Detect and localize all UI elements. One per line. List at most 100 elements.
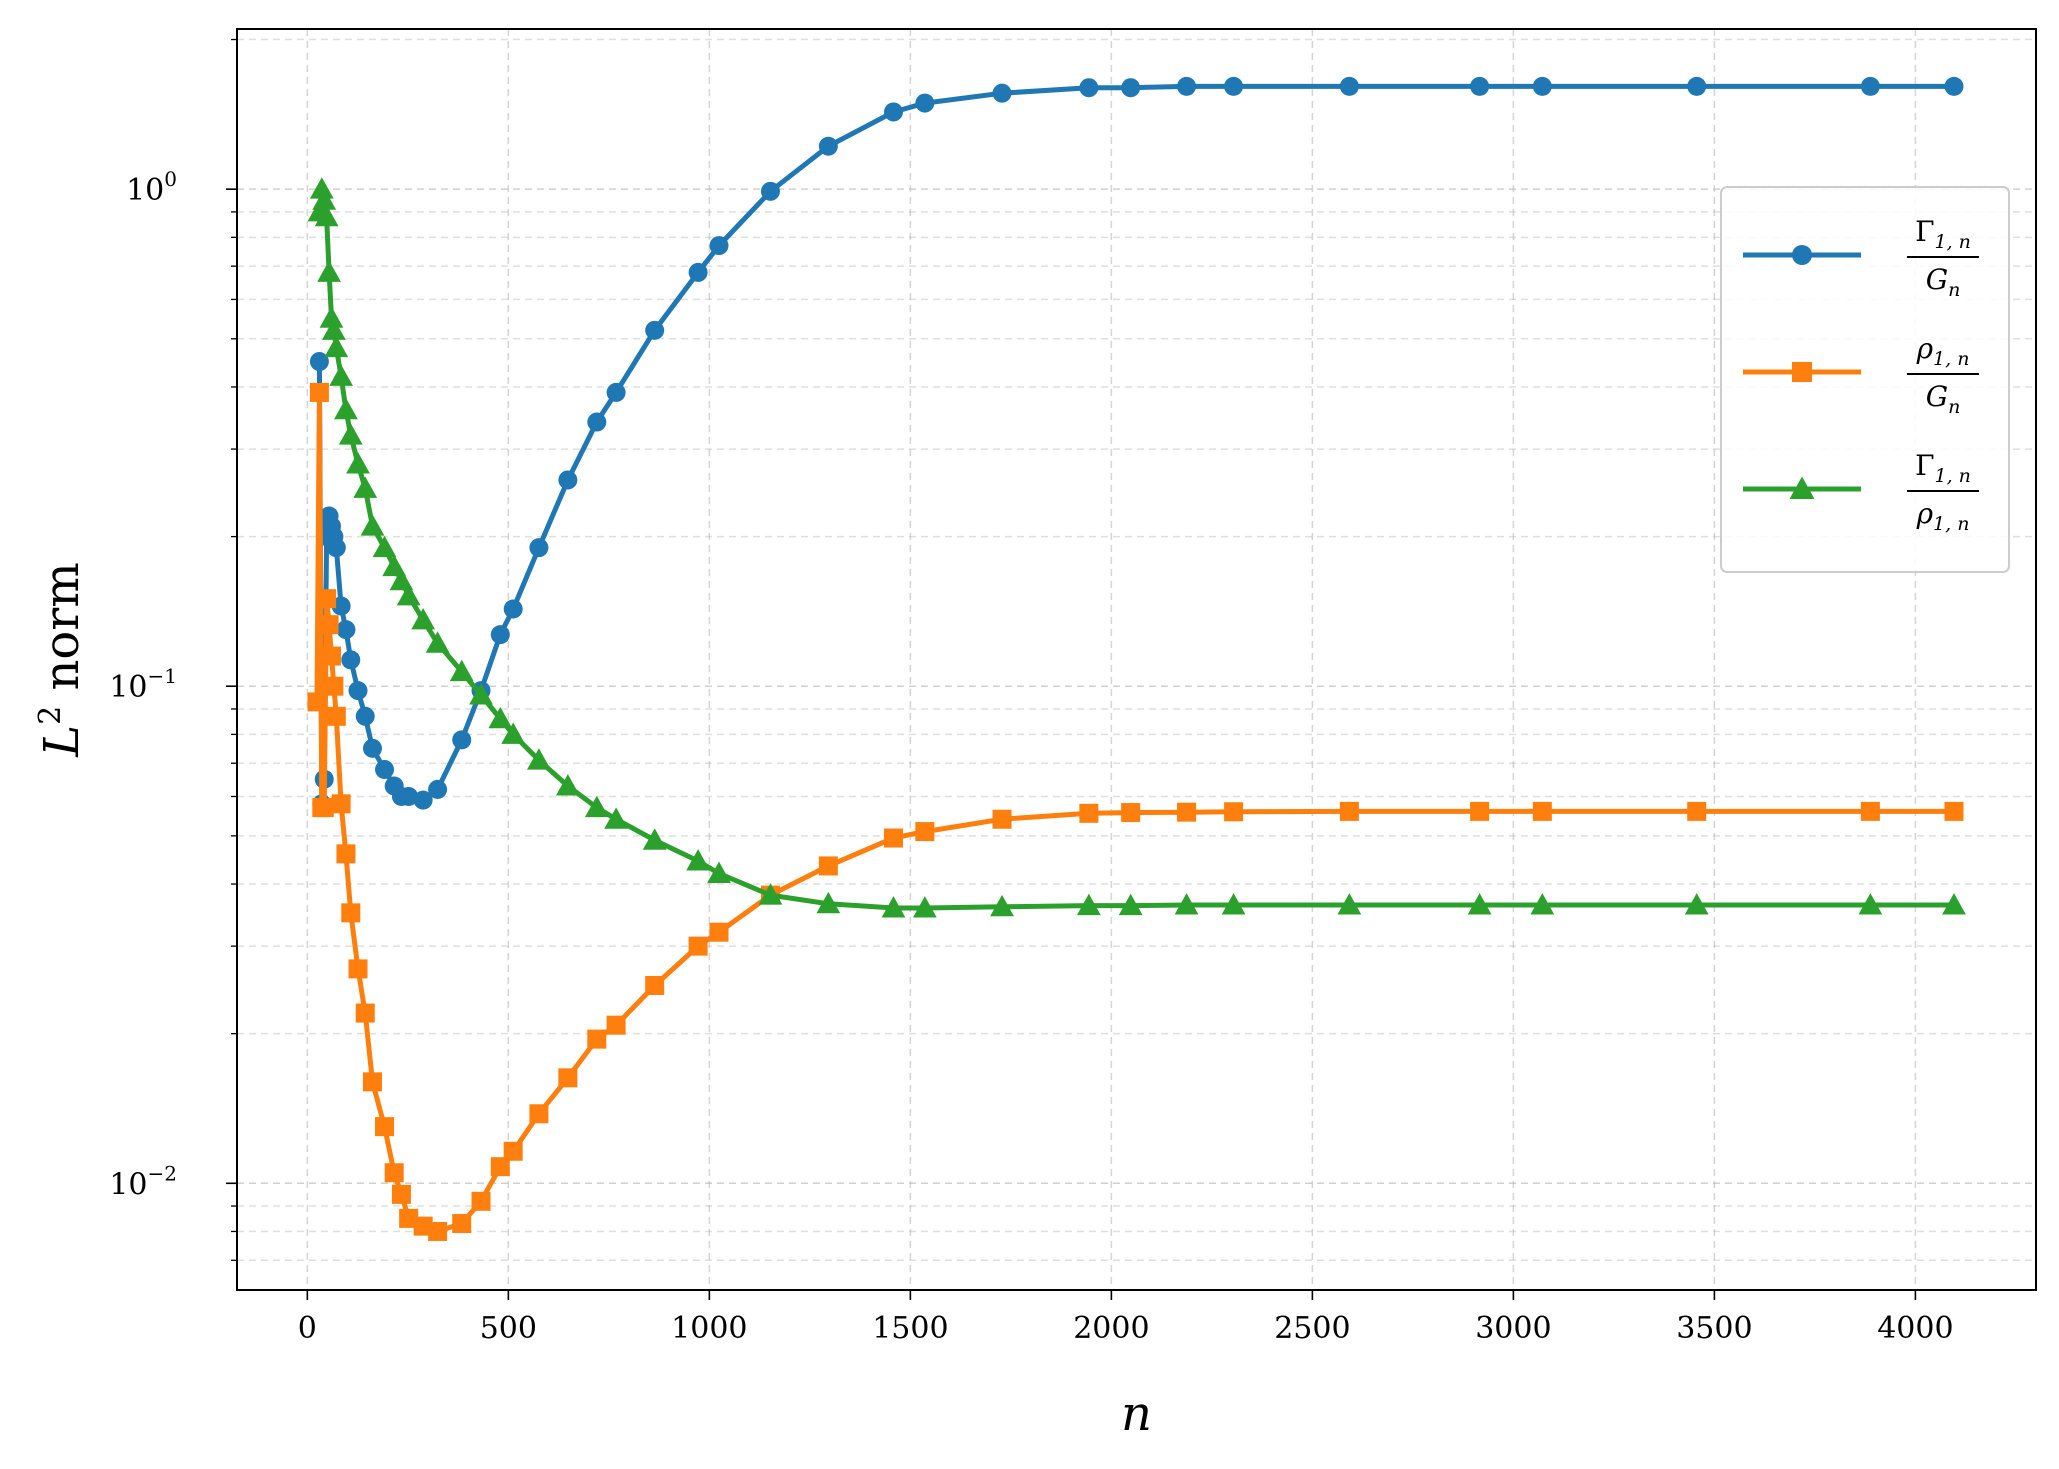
data-point: [326, 538, 346, 558]
data-point: [881, 896, 906, 918]
data-point: [413, 790, 433, 810]
data-point: [503, 599, 523, 619]
data-point: [604, 807, 628, 829]
data-point: [317, 260, 341, 282]
x-tick-label: 1500: [872, 1311, 948, 1346]
data-point: [490, 1157, 510, 1177]
data-point: [818, 856, 838, 876]
y-tick-label: 10−1: [109, 664, 177, 705]
y-tick-label-base: 10: [109, 1167, 147, 1202]
data-point: [1118, 893, 1143, 916]
data-point: [529, 538, 549, 558]
data-point: [324, 335, 349, 358]
data-point: [428, 1221, 448, 1241]
legend-denominator-subscript: 1, n: [1933, 513, 1969, 535]
data-point: [1177, 802, 1197, 822]
data-point: [1944, 801, 1964, 821]
data-point: [322, 318, 346, 340]
series-line: [316, 83, 1957, 807]
legend-numerator-subscript: 1, n: [1935, 231, 1971, 253]
data-point: [558, 1068, 578, 1088]
data-point: [992, 809, 1012, 829]
legend-denominator-subscript: n: [1948, 396, 1960, 418]
data-point: [915, 93, 935, 113]
legend-box: [1720, 186, 2010, 573]
legend-denominator-symbol: ρ: [1916, 497, 1934, 530]
data-point: [1530, 893, 1555, 915]
x-tick-label: 2500: [1274, 1311, 1350, 1346]
data-point: [642, 828, 667, 850]
data-point: [334, 397, 358, 420]
y-tick-label: 10−2: [109, 1161, 177, 1202]
legend-entry: Γ1, n Gn: [1743, 215, 1979, 301]
data-point: [584, 795, 609, 818]
data-point: [816, 891, 841, 914]
data-point: [428, 779, 448, 799]
data-point: [686, 849, 710, 871]
data-point: [389, 568, 414, 591]
data-point: [1221, 893, 1246, 915]
data-point: [452, 730, 472, 750]
data-point: [362, 1072, 382, 1092]
data-point: [709, 922, 729, 942]
legend-denominator-symbol: G: [1926, 380, 1948, 413]
data-point: [452, 1214, 472, 1234]
data-point: [818, 136, 838, 156]
data-point: [396, 583, 421, 606]
data-point: [469, 683, 493, 705]
y-tick-label-exponent: −1: [148, 664, 177, 688]
data-point: [688, 936, 708, 956]
plot-frame: [236, 28, 2037, 1291]
series-layer: [307, 76, 1966, 1241]
data-point: [1858, 893, 1883, 915]
data-point: [883, 102, 903, 122]
data-point: [317, 589, 337, 609]
data-point: [324, 676, 344, 696]
data-point: [355, 1003, 375, 1023]
legend-numerator-symbol: Γ: [1915, 215, 1934, 248]
legend-denominator: Gn: [1926, 380, 1961, 418]
data-point: [329, 364, 353, 386]
data-point: [587, 412, 607, 432]
data-point: [915, 822, 935, 842]
series-triangle: [307, 177, 1966, 918]
y-tick-label-base: 10: [126, 173, 164, 208]
data-point: [645, 320, 665, 340]
data-point: [348, 681, 368, 701]
data-point: [1339, 76, 1359, 96]
legend-numerator-subscript: 1, n: [1933, 348, 1969, 370]
data-point: [1121, 78, 1141, 98]
legend-denominator-symbol: G: [1926, 263, 1948, 296]
data-point: [319, 306, 344, 328]
data-point: [558, 470, 578, 490]
data-point: [341, 903, 361, 923]
series-circle: [309, 76, 1964, 814]
data-point: [527, 748, 551, 770]
data-point: [1470, 801, 1490, 821]
data-point: [503, 1141, 523, 1161]
x-tick-label: 3000: [1475, 1311, 1551, 1346]
data-point: [411, 607, 436, 630]
y-axis-label: L2 norm: [33, 562, 90, 758]
y-tick-label-exponent: −2: [148, 1161, 177, 1185]
data-point: [1684, 893, 1709, 915]
data-point: [449, 659, 474, 682]
data-point: [331, 794, 351, 814]
series-square: [307, 382, 1964, 1241]
legend-marker: [1789, 476, 1815, 499]
x-tick-label: 4000: [1877, 1311, 1953, 1346]
data-point: [1079, 803, 1099, 823]
data-point: [1224, 802, 1244, 822]
legend-entry: ρ1, n Gn: [1743, 332, 1979, 418]
data-point: [336, 844, 356, 864]
legend-numerator: ρ1, n: [1916, 332, 1970, 370]
data-point: [645, 975, 665, 995]
legend-numerator: Γ1, n: [1915, 449, 1971, 487]
data-point: [501, 722, 526, 744]
data-point: [555, 774, 580, 796]
data-point: [399, 1208, 419, 1228]
